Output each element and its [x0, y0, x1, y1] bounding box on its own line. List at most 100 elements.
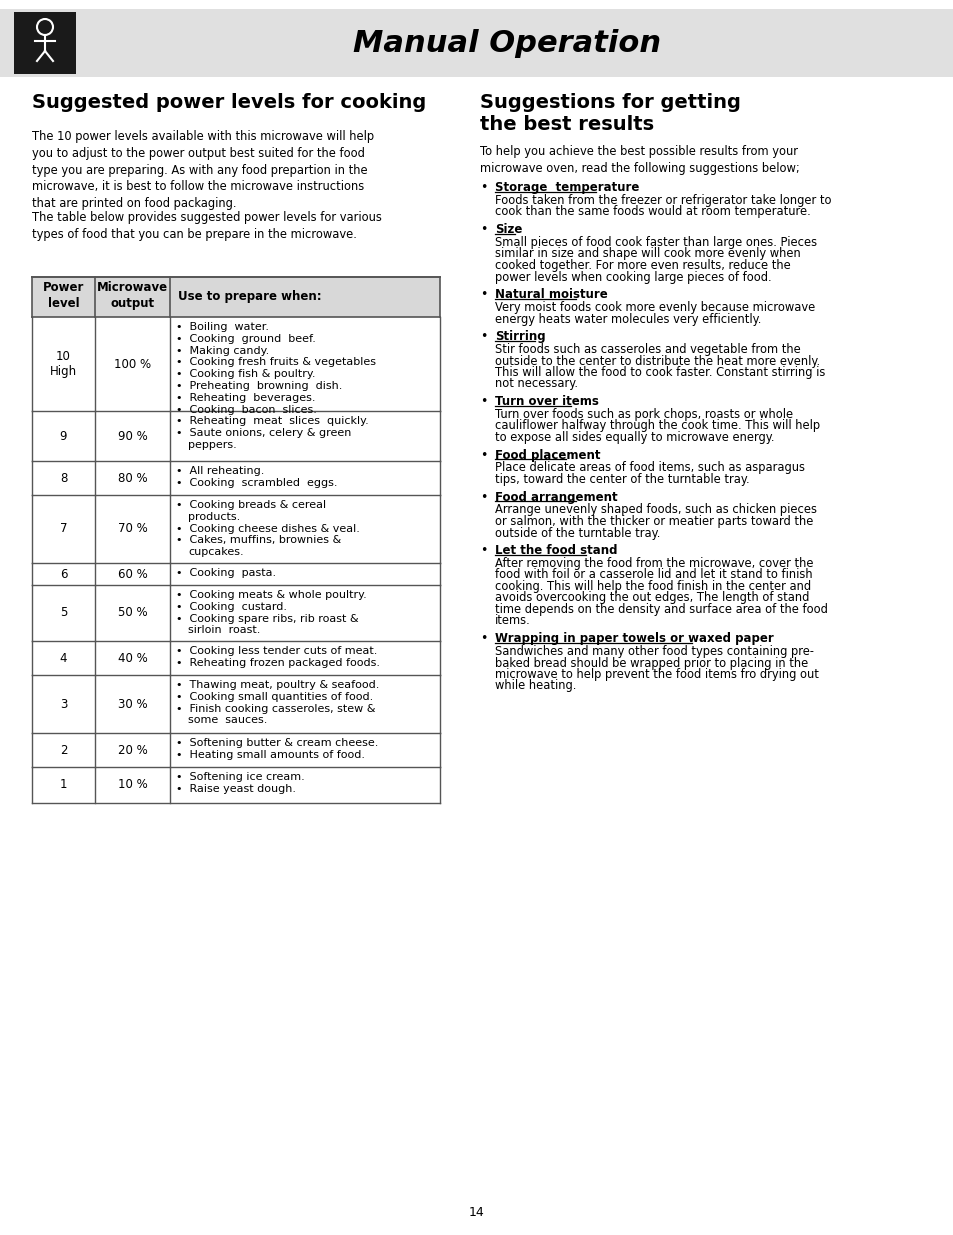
- Text: Food placement: Food placement: [495, 448, 599, 462]
- Text: •: •: [479, 395, 487, 408]
- Text: •  Making candy.: • Making candy.: [175, 346, 269, 356]
- Text: •  Cooking meats & whole poultry.: • Cooking meats & whole poultry.: [175, 590, 366, 600]
- Text: 80 %: 80 %: [117, 472, 147, 484]
- Text: power levels when cooking large pieces of food.: power levels when cooking large pieces o…: [495, 270, 771, 284]
- Text: to expose all sides equally to microwave energy.: to expose all sides equally to microwave…: [495, 431, 774, 445]
- Text: Turn over items: Turn over items: [495, 395, 598, 408]
- Text: cook than the same foods would at room temperature.: cook than the same foods would at room t…: [495, 205, 810, 219]
- Text: •  Cooking fresh fruits & vegetables: • Cooking fresh fruits & vegetables: [175, 357, 375, 367]
- Text: 2: 2: [60, 743, 67, 757]
- Text: •: •: [479, 330, 487, 343]
- Text: not necessary.: not necessary.: [495, 378, 578, 390]
- Text: 3: 3: [60, 698, 67, 710]
- Text: Food arrangement: Food arrangement: [495, 490, 617, 504]
- Bar: [0, 9, 953, 77]
- Text: Small pieces of food cook faster than large ones. Pieces: Small pieces of food cook faster than la…: [495, 236, 817, 249]
- Text: 4: 4: [60, 652, 67, 664]
- Text: 60 %: 60 %: [117, 568, 147, 580]
- Text: •  Softening butter & cream cheese.: • Softening butter & cream cheese.: [175, 739, 378, 748]
- Text: or salmon, with the thicker or meatier parts toward the: or salmon, with the thicker or meatier p…: [495, 515, 813, 529]
- Text: Sandwiches and many other food types containing pre-: Sandwiches and many other food types con…: [495, 645, 813, 658]
- Text: 30 %: 30 %: [117, 698, 147, 710]
- Text: 6: 6: [60, 568, 67, 580]
- Text: 90 %: 90 %: [117, 430, 147, 442]
- Text: •  Cooking spare ribs, rib roast &: • Cooking spare ribs, rib roast &: [175, 614, 358, 624]
- Text: •: •: [479, 448, 487, 462]
- Text: •  Raise yeast dough.: • Raise yeast dough.: [175, 784, 295, 794]
- Text: tips, toward the center of the turntable tray.: tips, toward the center of the turntable…: [495, 473, 749, 487]
- Text: 7: 7: [60, 522, 67, 536]
- Text: Very moist foods cook more evenly because microwave: Very moist foods cook more evenly becaus…: [495, 301, 815, 314]
- Text: 10
High: 10 High: [50, 350, 77, 378]
- Text: cooking. This will help the food finish in the center and: cooking. This will help the food finish …: [495, 580, 810, 593]
- Text: cauliflower halfway through the cook time. This will help: cauliflower halfway through the cook tim…: [495, 420, 820, 432]
- Text: sirloin  roast.: sirloin roast.: [188, 625, 260, 635]
- Text: •  Cooking  bacon  slices.: • Cooking bacon slices.: [175, 405, 316, 415]
- Text: •  Cooking  pasta.: • Cooking pasta.: [175, 568, 275, 578]
- Text: Stirring: Stirring: [495, 330, 545, 343]
- Text: Arrange unevenly shaped foods, such as chicken pieces: Arrange unevenly shaped foods, such as c…: [495, 504, 816, 516]
- Bar: [14, 12, 76, 74]
- Text: •  Cakes, muffins, brownies &: • Cakes, muffins, brownies &: [175, 536, 341, 546]
- Text: time depends on the density and surface area of the food: time depends on the density and surface …: [495, 603, 827, 616]
- Text: baked bread should be wrapped prior to placing in the: baked bread should be wrapped prior to p…: [495, 657, 807, 669]
- Text: Foods taken from the freezer or refrigerator take longer to: Foods taken from the freezer or refriger…: [495, 194, 831, 207]
- Text: •  Boiling  water.: • Boiling water.: [175, 322, 269, 332]
- Text: cupcakes.: cupcakes.: [188, 547, 243, 557]
- Text: Let the food stand: Let the food stand: [495, 543, 617, 557]
- Text: •  Cooking small quantities of food.: • Cooking small quantities of food.: [175, 692, 373, 701]
- Text: 14: 14: [469, 1207, 484, 1219]
- Text: energy heats water molecules very efficiently.: energy heats water molecules very effici…: [495, 312, 760, 326]
- Text: products.: products.: [188, 511, 240, 522]
- Text: •  Preheating  browning  dish.: • Preheating browning dish.: [175, 382, 342, 391]
- Text: 8: 8: [60, 472, 67, 484]
- Text: Natural moisture: Natural moisture: [495, 288, 607, 301]
- Text: •  Reheating  meat  slices  quickly.: • Reheating meat slices quickly.: [175, 416, 369, 426]
- Text: •  Reheating  beverages.: • Reheating beverages.: [175, 393, 315, 403]
- Text: Use to prepare when:: Use to prepare when:: [178, 290, 321, 303]
- Text: •: •: [479, 490, 487, 504]
- Text: 20 %: 20 %: [117, 743, 147, 757]
- Text: After removing the food from the microwave, cover the: After removing the food from the microwa…: [495, 557, 813, 571]
- Text: •: •: [479, 182, 487, 194]
- Text: Place delicate areas of food items, such as asparagus: Place delicate areas of food items, such…: [495, 462, 804, 474]
- Text: 50 %: 50 %: [117, 606, 147, 620]
- Text: •  Cooking  custard.: • Cooking custard.: [175, 601, 287, 611]
- Text: •: •: [479, 543, 487, 557]
- Text: while heating.: while heating.: [495, 679, 576, 693]
- Text: outside of the turntable tray.: outside of the turntable tray.: [495, 526, 659, 540]
- Text: To help you achieve the best possible results from your
microwave oven, read the: To help you achieve the best possible re…: [479, 144, 799, 175]
- Text: Manual Operation: Manual Operation: [353, 28, 660, 58]
- Text: Storage  temperature: Storage temperature: [495, 182, 639, 194]
- Bar: [32, 277, 439, 317]
- Text: •  Cooking fish & poultry.: • Cooking fish & poultry.: [175, 369, 315, 379]
- Text: This will allow the food to cook faster. Constant stirring is: This will allow the food to cook faster.…: [495, 366, 824, 379]
- Text: 70 %: 70 %: [117, 522, 147, 536]
- Text: •: •: [479, 224, 487, 236]
- Text: peppers.: peppers.: [188, 440, 236, 450]
- Text: •  Softening ice cream.: • Softening ice cream.: [175, 772, 304, 782]
- Text: Suggestions for getting
the best results: Suggestions for getting the best results: [479, 93, 740, 135]
- Text: food with foil or a casserole lid and let it stand to finish: food with foil or a casserole lid and le…: [495, 568, 812, 582]
- Text: The 10 power levels available with this microwave will help
you to adjust to the: The 10 power levels available with this …: [32, 130, 374, 210]
- Text: •  Cooking less tender cuts of meat.: • Cooking less tender cuts of meat.: [175, 646, 377, 656]
- Text: items.: items.: [495, 615, 530, 627]
- Text: Stir foods such as casseroles and vegetable from the: Stir foods such as casseroles and vegeta…: [495, 343, 800, 356]
- Text: •  Cooking breads & cereal: • Cooking breads & cereal: [175, 500, 326, 510]
- Text: 10 %: 10 %: [117, 778, 147, 792]
- Text: Size: Size: [495, 224, 522, 236]
- Text: 100 %: 100 %: [113, 357, 151, 370]
- Text: outside to the center to distribute the heat more evenly.: outside to the center to distribute the …: [495, 354, 820, 368]
- Text: some  sauces.: some sauces.: [188, 715, 267, 725]
- Text: 9: 9: [60, 430, 67, 442]
- Text: Microwave
output: Microwave output: [97, 282, 168, 310]
- Text: Wrapping in paper towels or waxed paper: Wrapping in paper towels or waxed paper: [495, 632, 773, 645]
- Text: Power
level: Power level: [43, 282, 84, 310]
- Text: Suggested power levels for cooking: Suggested power levels for cooking: [32, 93, 426, 112]
- Text: •  Saute onions, celery & green: • Saute onions, celery & green: [175, 427, 351, 437]
- Text: 1: 1: [60, 778, 67, 792]
- Text: •  Thawing meat, poultry & seafood.: • Thawing meat, poultry & seafood.: [175, 680, 379, 690]
- Text: microwave to help prevent the food items fro drying out: microwave to help prevent the food items…: [495, 668, 818, 680]
- Text: Turn over foods such as pork chops, roasts or whole: Turn over foods such as pork chops, roas…: [495, 408, 792, 421]
- Text: 40 %: 40 %: [117, 652, 147, 664]
